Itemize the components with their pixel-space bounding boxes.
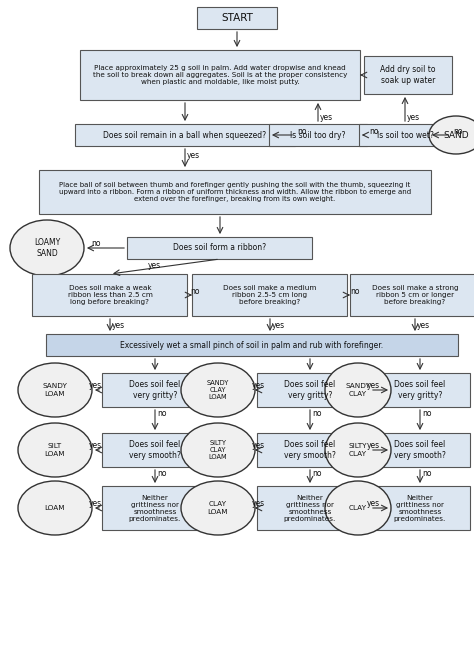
FancyBboxPatch shape: [75, 124, 295, 146]
FancyBboxPatch shape: [102, 373, 208, 407]
FancyBboxPatch shape: [370, 433, 470, 467]
Text: Does soil feel
very gritty?: Does soil feel very gritty?: [394, 380, 446, 400]
FancyBboxPatch shape: [257, 486, 363, 530]
Text: yes: yes: [148, 261, 161, 270]
FancyBboxPatch shape: [257, 373, 363, 407]
FancyBboxPatch shape: [370, 486, 470, 530]
FancyBboxPatch shape: [102, 486, 208, 530]
Text: no: no: [312, 410, 321, 419]
Text: yes: yes: [366, 499, 380, 509]
FancyBboxPatch shape: [102, 433, 208, 467]
FancyBboxPatch shape: [350, 274, 474, 316]
Text: yes: yes: [89, 499, 101, 509]
Text: CLAY
LOAM: CLAY LOAM: [208, 501, 228, 514]
Text: yes: yes: [251, 382, 264, 391]
Text: no: no: [453, 127, 463, 137]
FancyBboxPatch shape: [269, 124, 367, 146]
Text: yes: yes: [187, 151, 200, 160]
Text: SANDY
LOAM: SANDY LOAM: [43, 384, 67, 397]
FancyBboxPatch shape: [39, 170, 431, 214]
Text: no: no: [422, 470, 431, 479]
Text: Does soil form a ribbon?: Does soil form a ribbon?: [173, 243, 266, 252]
Text: yes: yes: [320, 113, 333, 122]
Text: Does soil make a strong
ribbon 5 cm or longer
before breaking?: Does soil make a strong ribbon 5 cm or l…: [372, 285, 458, 305]
Text: SILT
LOAM: SILT LOAM: [45, 443, 65, 457]
Text: Does soil feel
very smooth?: Does soil feel very smooth?: [394, 441, 446, 460]
Text: Does soil make a medium
ribbon 2.5-5 cm long
before breaking?: Does soil make a medium ribbon 2.5-5 cm …: [223, 285, 317, 305]
Text: Neither
grittiness nor
smoothness
predominates.: Neither grittiness nor smoothness predom…: [394, 494, 446, 521]
Text: yes: yes: [417, 320, 430, 329]
Text: yes: yes: [89, 382, 101, 391]
Text: Place approximately 25 g soil in palm. Add water dropwise and knead
the soil to : Place approximately 25 g soil in palm. A…: [93, 65, 347, 85]
Text: no: no: [190, 287, 200, 296]
Text: LOAMY
SAND: LOAMY SAND: [34, 238, 60, 258]
Ellipse shape: [429, 116, 474, 154]
Ellipse shape: [181, 423, 255, 477]
Text: Neither
grittiness nor
smoothness
predominates.: Neither grittiness nor smoothness predom…: [129, 494, 181, 521]
Text: Excessively wet a small pinch of soil in palm and rub with forefinger.: Excessively wet a small pinch of soil in…: [120, 340, 383, 349]
Text: SAND: SAND: [443, 131, 469, 140]
Text: no: no: [422, 410, 431, 419]
Ellipse shape: [10, 220, 84, 276]
Text: yes: yes: [366, 441, 380, 450]
Text: Is soil too wet?: Is soil too wet?: [376, 131, 433, 140]
Text: SILTY
CLAY
LOAM: SILTY CLAY LOAM: [209, 440, 228, 460]
FancyBboxPatch shape: [257, 433, 363, 467]
Text: Is soil too dry?: Is soil too dry?: [290, 131, 346, 140]
Text: Does soil feel
very smooth?: Does soil feel very smooth?: [129, 441, 181, 460]
FancyBboxPatch shape: [359, 124, 451, 146]
Ellipse shape: [325, 423, 391, 477]
Text: START: START: [221, 13, 253, 23]
Text: SANDY
CLAY
LOAM: SANDY CLAY LOAM: [207, 380, 229, 400]
FancyBboxPatch shape: [80, 50, 360, 100]
Text: Does soil feel
very gritty?: Does soil feel very gritty?: [129, 380, 181, 400]
Text: yes: yes: [272, 320, 285, 329]
Ellipse shape: [18, 363, 92, 417]
Text: CLAY: CLAY: [349, 505, 367, 511]
FancyBboxPatch shape: [128, 237, 312, 259]
Text: Does soil feel
very gritty?: Does soil feel very gritty?: [284, 380, 336, 400]
Text: SILTY
CLAY: SILTY CLAY: [349, 443, 367, 457]
Ellipse shape: [18, 423, 92, 477]
FancyBboxPatch shape: [370, 373, 470, 407]
Text: no: no: [297, 127, 307, 137]
FancyBboxPatch shape: [192, 274, 347, 316]
Text: yes: yes: [89, 441, 101, 450]
Text: no: no: [312, 470, 321, 479]
Ellipse shape: [18, 481, 92, 535]
Text: SANDY
CLAY: SANDY CLAY: [346, 384, 371, 397]
Text: yes: yes: [251, 499, 264, 509]
Ellipse shape: [325, 363, 391, 417]
Text: Place ball of soil between thumb and forefinger gently pushing the soil with the: Place ball of soil between thumb and for…: [59, 182, 411, 202]
Ellipse shape: [181, 481, 255, 535]
Text: no: no: [350, 287, 359, 296]
Text: Does soil remain in a ball when squeezed?: Does soil remain in a ball when squeezed…: [103, 131, 266, 140]
Text: no: no: [369, 127, 379, 137]
Text: no: no: [157, 470, 166, 479]
Text: yes: yes: [251, 441, 264, 450]
FancyBboxPatch shape: [33, 274, 188, 316]
FancyBboxPatch shape: [364, 56, 452, 94]
Text: Add dry soil to
soak up water: Add dry soil to soak up water: [380, 65, 436, 85]
Text: LOAM: LOAM: [45, 505, 65, 511]
Ellipse shape: [181, 363, 255, 417]
Text: Does soil make a weak
ribbon less than 2.5 cm
long before breaking?: Does soil make a weak ribbon less than 2…: [68, 285, 153, 305]
Ellipse shape: [325, 481, 391, 535]
Text: yes: yes: [366, 382, 380, 391]
FancyBboxPatch shape: [46, 334, 458, 356]
Text: Does soil feel
very smooth?: Does soil feel very smooth?: [284, 441, 336, 460]
Text: yes: yes: [112, 320, 125, 329]
Text: yes: yes: [407, 113, 420, 122]
Text: Neither
grittiness nor
smoothness
predominates.: Neither grittiness nor smoothness predom…: [284, 494, 336, 521]
Text: no: no: [157, 410, 166, 419]
Text: no: no: [91, 239, 101, 248]
FancyBboxPatch shape: [197, 7, 277, 29]
